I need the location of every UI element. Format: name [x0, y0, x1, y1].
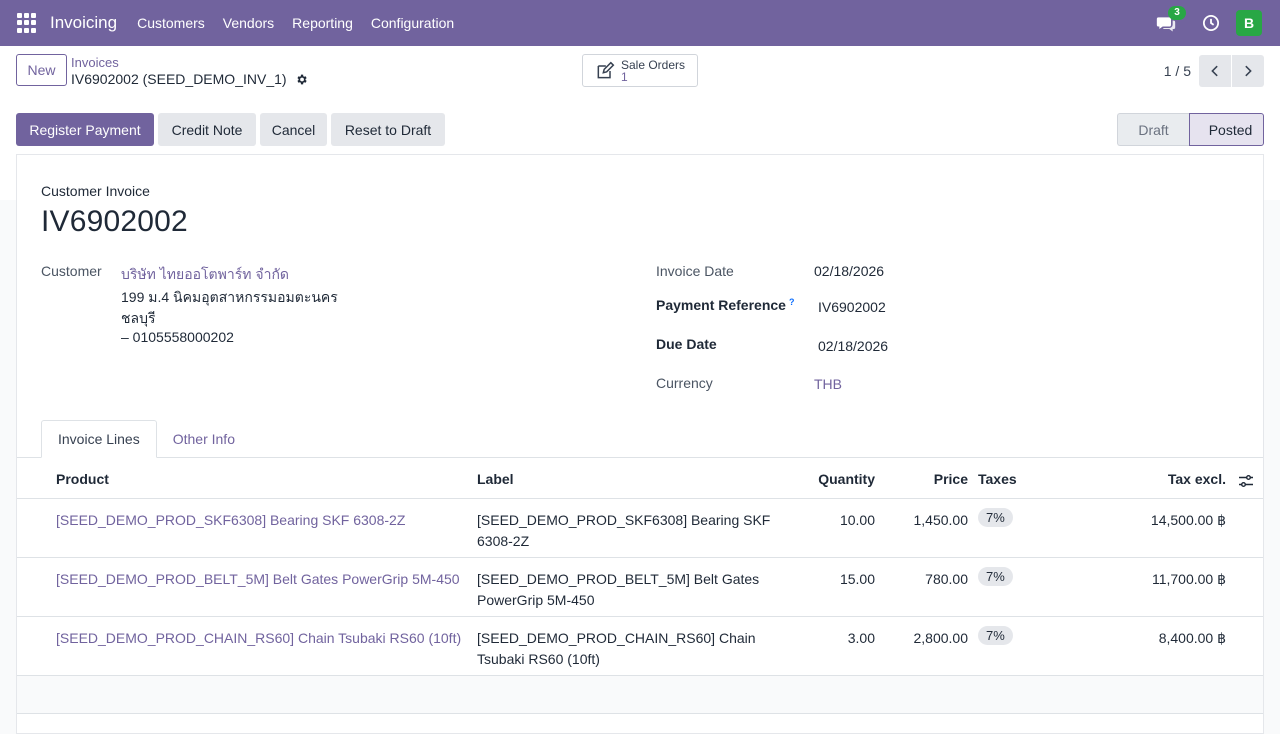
reset-to-draft-button[interactable]: Reset to Draft [331, 113, 445, 146]
row-product[interactable]: [SEED_DEMO_PROD_BELT_5M] Belt Gates Powe… [56, 571, 460, 587]
empty-table-row [17, 676, 1263, 714]
row-tax-badge: 7% [978, 567, 1013, 586]
form-tabs: Invoice Lines Other Info [41, 420, 251, 458]
tab-other-info[interactable]: Other Info [172, 431, 235, 447]
row-price: 2,800.00 [913, 630, 969, 646]
row-price: 1,450.00 [913, 512, 969, 528]
invoice-date-value[interactable]: 02/18/2026 [814, 263, 885, 279]
column-settings-icon[interactable] [1238, 473, 1254, 489]
customer-tax-id: – 0105558000202 [121, 329, 234, 345]
tabs-divider [17, 457, 1263, 458]
customer-label: Customer [41, 263, 102, 279]
row-product[interactable]: [SEED_DEMO_PROD_SKF6308] Bearing SKF 630… [56, 512, 406, 528]
smart-button-label: Sale Orders [621, 57, 686, 72]
menu-customers[interactable]: Customers [137, 15, 205, 31]
credit-note-button[interactable]: Credit Note [158, 113, 256, 146]
row-quantity: 3.00 [847, 630, 875, 646]
document-type: Customer Invoice [41, 183, 150, 199]
invoice-form-sheet: Customer Invoice IV6902002 Customer บริษ… [16, 154, 1264, 734]
apps-menu-icon[interactable] [17, 13, 37, 33]
menu-reporting[interactable]: Reporting [292, 15, 353, 31]
cancel-button[interactable]: Cancel [260, 113, 327, 146]
status-bar: Draft Posted [1117, 113, 1264, 146]
chat-count-badge: 3 [1168, 6, 1186, 20]
header-price[interactable]: Price [933, 471, 968, 487]
pager-value[interactable]: 1 / 5 [1163, 63, 1191, 79]
invoice-number: IV6902002 [41, 205, 188, 238]
tab-invoice-lines[interactable]: Invoice Lines [41, 420, 157, 458]
clock-icon[interactable] [1202, 14, 1220, 32]
row-quantity: 10.00 [839, 512, 875, 528]
customer-name-link[interactable]: บริษัท ไทยออโตพาร์ท จำกัด [121, 266, 290, 282]
top-navbar: Invoicing Customers Vendors Reporting Co… [0, 0, 1280, 46]
row-tax-badge: 7% [978, 626, 1013, 645]
breadcrumb-invoices[interactable]: Invoices [71, 55, 119, 70]
header-tax-excl[interactable]: Tax excl. [1167, 471, 1226, 487]
currency-link[interactable]: THB [814, 376, 842, 392]
pager-previous-button[interactable] [1199, 55, 1231, 87]
status-draft[interactable]: Draft [1117, 113, 1189, 146]
app-name[interactable]: Invoicing [50, 13, 118, 32]
new-button[interactable]: New [16, 54, 67, 86]
invoice-lines-header: Product Label Quantity Price Taxes Tax e… [17, 458, 1263, 499]
gear-icon[interactable] [295, 73, 308, 86]
row-price: 780.00 [925, 571, 968, 587]
chevron-left-icon [1211, 65, 1218, 77]
invoice-date-label: Invoice Date [656, 263, 734, 279]
currency-label: Currency [656, 375, 713, 391]
sale-orders-smart-button[interactable]: Sale Orders 1 [582, 54, 698, 87]
status-posted[interactable]: Posted [1189, 113, 1264, 146]
row-label: [SEED_DEMO_PROD_BELT_5M] Belt Gates Power… [477, 571, 760, 608]
help-tooltip-icon[interactable]: ? [788, 297, 795, 307]
register-payment-button[interactable]: Register Payment [16, 113, 154, 146]
row-product[interactable]: [SEED_DEMO_PROD_CHAIN_RS60] Chain Tsubak… [56, 630, 462, 646]
breadcrumb: IV6902002 (SEED_DEMO_INV_1) [71, 71, 308, 87]
edit-document-icon [597, 61, 615, 78]
due-date-value[interactable]: 02/18/2026 [818, 338, 889, 354]
due-date-label: Due Date [656, 336, 717, 352]
breadcrumb-current-record: IV6902002 (SEED_DEMO_INV_1) [71, 71, 287, 87]
pager-next-button[interactable] [1232, 55, 1264, 87]
row-label: [SEED_DEMO_PROD_CHAIN_RS60] Chain Tsubaki… [477, 630, 756, 667]
chevron-right-icon [1245, 65, 1252, 77]
chat-icon[interactable]: 3 [1156, 6, 1186, 34]
menu-configuration[interactable]: Configuration [370, 15, 455, 31]
row-label: [SEED_DEMO_PROD_SKF6308] Bearing SKF 6308… [477, 512, 771, 549]
menu-vendors[interactable]: Vendors [222, 15, 275, 31]
row-subtotal: 11,700.00 ฿ [1151, 571, 1226, 587]
row-subtotal: 8,400.00 ฿ [1158, 630, 1226, 646]
table-row[interactable]: [SEED_DEMO_PROD_BELT_5M] Belt Gates Powe… [17, 558, 1263, 617]
user-avatar[interactable]: B [1236, 10, 1262, 36]
payment-reference-value[interactable]: IV6902002 [818, 299, 886, 315]
customer-address-line-2: ชลบุรี [121, 310, 156, 326]
header-taxes[interactable]: Taxes [978, 471, 1017, 487]
table-row[interactable]: [SEED_DEMO_PROD_SKF6308] Bearing SKF 630… [17, 499, 1263, 558]
header-quantity[interactable]: Quantity [818, 471, 875, 487]
customer-address-line-1: 199 ม.4 นิคมอุตสาหกรรมอมตะนคร [121, 289, 338, 305]
payment-reference-label: Payment Reference? [656, 297, 795, 313]
header-label[interactable]: Label [477, 471, 514, 487]
header-product[interactable]: Product [56, 471, 109, 487]
table-row[interactable]: [SEED_DEMO_PROD_CHAIN_RS60] Chain Tsubak… [17, 617, 1263, 676]
row-subtotal: 14,500.00 ฿ [1150, 512, 1226, 528]
row-tax-badge: 7% [978, 508, 1013, 527]
row-quantity: 15.00 [839, 571, 875, 587]
smart-button-count: 1 [621, 69, 628, 84]
